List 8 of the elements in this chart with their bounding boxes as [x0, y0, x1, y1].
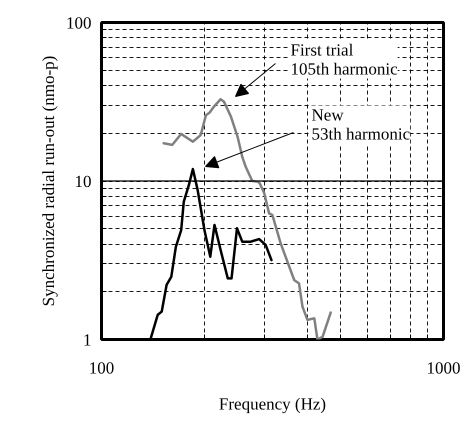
y-tick-label: 10 [74, 172, 92, 191]
annotation: New 53th harmonic [312, 106, 411, 144]
y-axis-title: Synchronized radial run-out (nmo-p) [39, 56, 58, 306]
x-tick-label: 1000 [426, 358, 460, 378]
y-tick-label: 100 [66, 14, 92, 32]
y-tick-label: 1 [83, 330, 92, 350]
annotation: First trial 105th harmonic [290, 40, 398, 78]
x-axis-title: Frequency (Hz) [218, 394, 326, 414]
